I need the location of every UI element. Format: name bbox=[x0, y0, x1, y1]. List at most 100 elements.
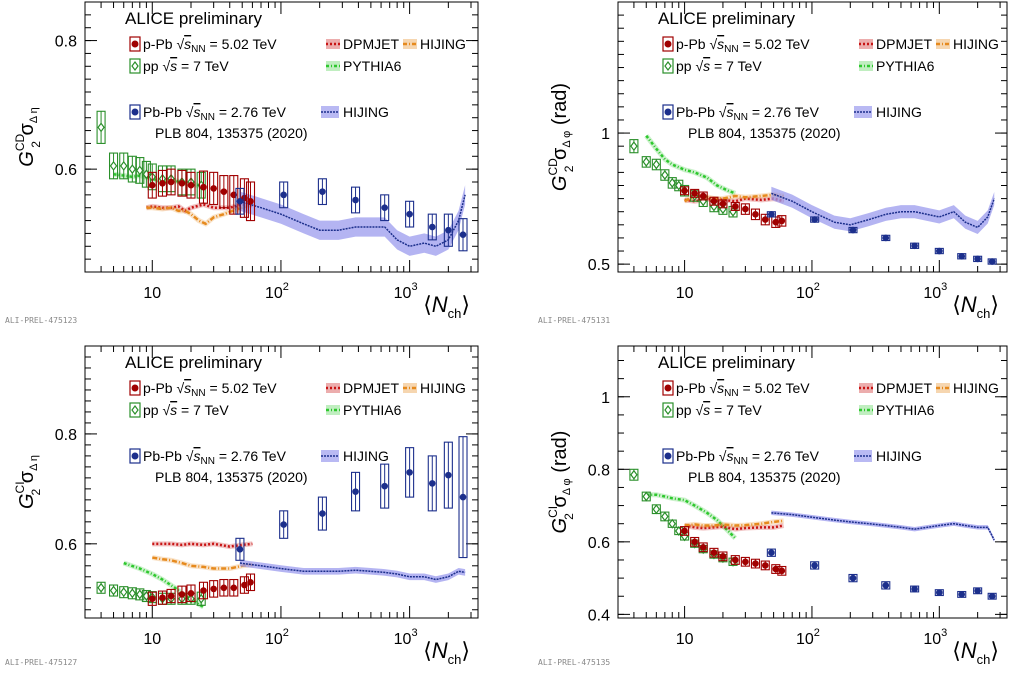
pbpb-point bbox=[280, 521, 287, 528]
x-axis-label: ⟨Nch⟩ bbox=[423, 638, 470, 667]
ppb-point bbox=[200, 183, 207, 191]
x-tick-label: 103 bbox=[394, 281, 418, 302]
pbpb-point bbox=[849, 574, 857, 582]
legend-label-pbpb-hijing: HIJING bbox=[343, 448, 389, 464]
preliminary-tag: ALI-PREL-475135 bbox=[538, 658, 610, 667]
y-tick-label: 0.6 bbox=[55, 162, 77, 179]
legend-label-dpmjet: DPMJET bbox=[343, 36, 399, 52]
pp-point bbox=[652, 159, 661, 170]
legend-label-dpmjet: DPMJET bbox=[876, 36, 932, 52]
legend-label-pythia: PYTHIA6 bbox=[876, 58, 935, 74]
ppb-point bbox=[778, 217, 786, 225]
pp-point bbox=[661, 511, 669, 522]
pbpb-hijing-curve bbox=[239, 562, 466, 581]
legend-pp-marker bbox=[131, 61, 139, 71]
legend-label-pp: pp √s = 7 TeV bbox=[676, 402, 762, 418]
data-layer bbox=[96, 436, 468, 610]
legend-pythia-band bbox=[859, 61, 873, 71]
legend-dpmjet-band bbox=[859, 383, 873, 393]
x-tick-label: 102 bbox=[265, 281, 289, 302]
panel-tl: 10 102 103 0.6 0.8 GCD 2 σΔ η ⟨Nch⟩ ALI-PREL-475… bbox=[5, 1, 479, 325]
plot-frame bbox=[84, 345, 479, 619]
pythia-curve bbox=[123, 561, 205, 609]
legend: ALICE preliminary p-Pb √sNN = 5.02 TeV DPM… bbox=[125, 9, 466, 141]
legend-label-pbpb: Pb-Pb √sNN = 2.76 TeV bbox=[676, 104, 820, 123]
x-tick-label: 102 bbox=[796, 281, 820, 302]
pp-point bbox=[136, 589, 144, 600]
pp-point bbox=[97, 582, 105, 593]
hijing-curve bbox=[146, 203, 253, 226]
pythia-curve bbox=[645, 134, 736, 195]
pbpb-point bbox=[428, 480, 436, 487]
preliminary-tag: ALI-PREL-475123 bbox=[5, 316, 77, 325]
pbpb-point bbox=[319, 188, 326, 195]
legend-label-hijing: HIJING bbox=[420, 380, 466, 396]
pbpb-point bbox=[406, 210, 413, 218]
ppb-point bbox=[778, 567, 786, 575]
ppb-point bbox=[247, 578, 254, 586]
ppb-point bbox=[210, 185, 217, 192]
dpmjet-curve bbox=[684, 524, 784, 531]
legend-header: ALICE preliminary bbox=[125, 9, 262, 28]
ppb-point bbox=[761, 216, 769, 223]
pbpb-point bbox=[811, 216, 818, 223]
pbpb-point bbox=[811, 562, 818, 569]
x-tick-label: 10 bbox=[143, 285, 161, 302]
legend-label-ppb: p-Pb √sNN = 5.02 TeV bbox=[676, 380, 810, 399]
legend-ppb-marker bbox=[131, 40, 139, 48]
legend-pp-box bbox=[129, 402, 141, 418]
pbpb-point bbox=[236, 546, 244, 553]
legend-pbpb-box bbox=[662, 104, 674, 120]
pbpb-point bbox=[319, 510, 326, 517]
ppb-point bbox=[752, 560, 759, 567]
pbpb-hijing-curve bbox=[239, 194, 466, 248]
ppb-point bbox=[200, 587, 207, 594]
pbpb-point bbox=[882, 582, 890, 589]
pp-point bbox=[109, 585, 118, 596]
legend-ppb-marker bbox=[664, 384, 672, 392]
plot-frame bbox=[84, 1, 479, 273]
ppb-point bbox=[148, 181, 156, 189]
pp-point bbox=[119, 160, 128, 171]
ppb-point bbox=[220, 188, 228, 195]
hijing-curve bbox=[684, 193, 784, 203]
legend-label-pythia: PYTHIA6 bbox=[343, 58, 402, 74]
legend-label-pbpb: Pb-Pb √sNN = 2.76 TeV bbox=[143, 448, 287, 467]
legend-pp-box bbox=[662, 58, 674, 74]
legend-label-ppb: p-Pb √sNN = 5.02 TeV bbox=[676, 36, 810, 55]
ppb-point bbox=[742, 205, 749, 213]
pbpb-hijing-curve bbox=[771, 192, 995, 229]
legend: ALICE preliminary p-Pb √sNN = 5.02 TeV DPM… bbox=[125, 353, 466, 485]
data-layer bbox=[629, 134, 997, 265]
pbpb-point bbox=[459, 231, 467, 239]
y-tick-label: 0.6 bbox=[588, 535, 610, 552]
x-tick-label: 102 bbox=[796, 627, 820, 648]
ppb-point bbox=[710, 549, 718, 557]
pbpb-point bbox=[236, 197, 244, 205]
legend-pbpb-marker bbox=[131, 452, 139, 460]
legend-header: ALICE preliminary bbox=[658, 353, 795, 372]
legend-label-pbpb: Pb-Pb √sNN = 2.76 TeV bbox=[676, 448, 820, 467]
x-axis-label: ⟨Nch⟩ bbox=[952, 292, 999, 321]
y-tick-label: 0.8 bbox=[55, 34, 77, 51]
ppb-point bbox=[187, 181, 195, 189]
legend-ppb-box bbox=[129, 380, 141, 396]
pbpb-point bbox=[406, 469, 413, 476]
pbpb-point bbox=[988, 258, 996, 265]
pbpb-point bbox=[958, 591, 966, 598]
ppb-point bbox=[710, 197, 718, 205]
preliminary-tag: ALI-PREL-475131 bbox=[538, 316, 610, 325]
pbpb-point bbox=[911, 585, 918, 593]
legend-label-pp: pp √s = 7 TeV bbox=[143, 402, 229, 418]
plot-frame bbox=[617, 345, 1008, 619]
legend-header: ALICE preliminary bbox=[125, 353, 262, 372]
y-axis-label: GCD 2 σΔ φ (rad) bbox=[546, 83, 576, 191]
legend-label-pythia: PYTHIA6 bbox=[343, 402, 402, 418]
ppb-point bbox=[210, 585, 217, 593]
pp-point bbox=[630, 141, 638, 152]
pbpb-hijing-band bbox=[771, 186, 995, 234]
ppb-point bbox=[247, 197, 254, 205]
legend-label-hijing: HIJING bbox=[420, 36, 466, 52]
pp-point bbox=[97, 122, 105, 133]
legend-label-ppb: p-Pb √sNN = 5.02 TeV bbox=[143, 380, 277, 399]
